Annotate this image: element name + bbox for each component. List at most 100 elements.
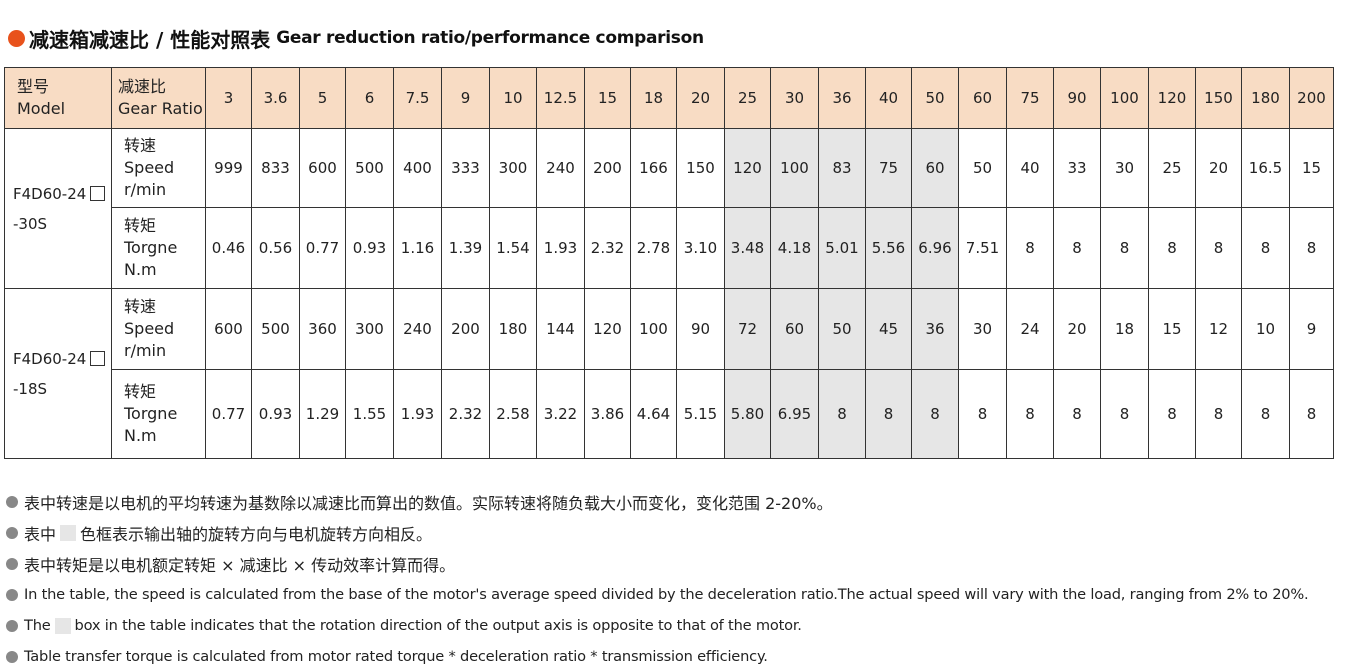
note-3-text: 表中转矩是以电机额定转矩 × 减速比 × 传动效率计算而得。 xyxy=(24,555,456,575)
note-4: In the table, the speed is calculated fr… xyxy=(6,579,1309,610)
value-cell: 8 xyxy=(1241,207,1290,289)
value-cell: 12 xyxy=(1195,288,1242,370)
value-cell: 45 xyxy=(865,288,912,370)
notes: 表中转速是以电机的平均转速为基数除以减速比而算出的数值。实际转速将随负载大小而变… xyxy=(6,486,1309,672)
value-cell: 90 xyxy=(676,288,725,370)
value-cell: 83 xyxy=(818,128,866,208)
value-cell: 8 xyxy=(1241,369,1290,459)
value-cell: 18 xyxy=(1100,288,1149,370)
value-cell: 100 xyxy=(770,128,819,208)
header-gear-ratio: 减速比 Gear Ratio xyxy=(111,67,206,129)
model-name: F4D60-24 xyxy=(13,184,87,203)
value-cell: 20 xyxy=(1053,288,1101,370)
value-cell: 75 xyxy=(865,128,912,208)
value-cell: 2.78 xyxy=(630,207,677,289)
value-cell: 120 xyxy=(724,128,771,208)
value-cell: 400 xyxy=(393,128,442,208)
value-cell: 33 xyxy=(1053,128,1101,208)
value-cell: 500 xyxy=(345,128,394,208)
checkbox-square-icon xyxy=(90,350,106,366)
ratio-header-cell: 100 xyxy=(1100,67,1149,129)
param-zh: 转速 xyxy=(124,136,157,155)
value-cell: 1.39 xyxy=(441,207,490,289)
value-cell: 4.18 xyxy=(770,207,819,289)
ratio-header-cell: 200 xyxy=(1289,67,1334,129)
note-5: The box in the table indicates that the … xyxy=(6,610,1308,641)
note-2-text-b: 色框表示输出轴的旋转方向与电机旋转方向相反。 xyxy=(80,524,433,544)
value-cell: 15 xyxy=(1289,128,1334,208)
value-cell: 36 xyxy=(911,288,959,370)
value-cell: 8 xyxy=(1148,207,1196,289)
note-5-text-b: box in the table indicates that the rota… xyxy=(74,617,802,634)
model-suffix: -18S xyxy=(13,379,48,398)
value-cell: 8 xyxy=(1053,369,1101,459)
ratio-header-cell: 18 xyxy=(630,67,677,129)
header-ratio-en: Gear Ratio xyxy=(118,99,203,118)
header-model-en: Model xyxy=(17,99,66,118)
value-cell: 200 xyxy=(584,128,631,208)
header-model: 型号 Model xyxy=(4,67,112,129)
value-cell: 600 xyxy=(299,128,346,208)
param-cell: 转矩 Torgne N.m xyxy=(111,369,206,459)
ratio-header-cell: 25 xyxy=(724,67,771,129)
param-unit: r/min xyxy=(124,180,167,199)
ratio-header-cell: 30 xyxy=(770,67,819,129)
bullet-icon xyxy=(6,588,18,601)
param-cell: 转速 Speed r/min xyxy=(111,128,206,208)
value-cell: 20 xyxy=(1195,128,1242,208)
ratio-header-cell: 15 xyxy=(584,67,631,129)
gear-ratio-table: 型号 Model 减速比 Gear Ratio 3 3.6 5 6 7.5 9 10 12.5 15 18… xyxy=(4,67,1334,459)
value-cell: 8 xyxy=(1100,369,1149,459)
value-cell: 6.95 xyxy=(770,369,819,459)
model-suffix: -30S xyxy=(13,214,48,233)
value-cell: 24 xyxy=(1006,288,1054,370)
param-zh: 转速 xyxy=(124,297,157,316)
value-cell: 0.77 xyxy=(205,369,252,459)
value-cell: 15 xyxy=(1148,288,1196,370)
value-cell: 8 xyxy=(911,369,959,459)
value-cell: 8 xyxy=(1148,369,1196,459)
title-english: Gear reduction ratio/performance compari… xyxy=(276,28,704,48)
value-cell: 50 xyxy=(958,128,1007,208)
value-cell: 8 xyxy=(1289,207,1334,289)
note-1-text: 表中转速是以电机的平均转速为基数除以减速比而算出的数值。实际转速将随负载大小而变… xyxy=(24,493,833,513)
value-cell: 1.16 xyxy=(393,207,442,289)
value-cell: 5.80 xyxy=(724,369,771,459)
ratio-header-cell: 40 xyxy=(865,67,912,129)
value-cell: 8 xyxy=(1100,207,1149,289)
param-zh: 转矩 xyxy=(124,216,157,235)
param-en: Speed xyxy=(124,319,175,338)
gray-swatch-icon xyxy=(54,617,71,634)
value-cell: 8 xyxy=(1006,207,1054,289)
ratio-header-cell: 7.5 xyxy=(393,67,442,129)
param-en: Torgne xyxy=(124,238,178,257)
ratio-header-cell: 12.5 xyxy=(536,67,585,129)
value-cell: 3.86 xyxy=(584,369,631,459)
value-cell: 500 xyxy=(251,288,300,370)
ratio-header-cell: 50 xyxy=(911,67,959,129)
value-cell: 2.32 xyxy=(584,207,631,289)
value-cell: 240 xyxy=(393,288,442,370)
value-cell: 120 xyxy=(584,288,631,370)
param-cell: 转速 Speed r/min xyxy=(111,288,206,370)
model-line-1: F4D60-24 xyxy=(13,179,111,209)
value-cell: 150 xyxy=(676,128,725,208)
param-cell: 转矩 Torgne N.m xyxy=(111,207,206,289)
value-cell: 333 xyxy=(441,128,490,208)
value-cell: 200 xyxy=(441,288,490,370)
param-unit: N.m xyxy=(124,260,157,279)
note-6-text: Table transfer torque is calculated from… xyxy=(24,648,768,665)
ratio-header-cell: 150 xyxy=(1195,67,1242,129)
value-cell: 8 xyxy=(818,369,866,459)
value-cell: 16.5 xyxy=(1241,128,1290,208)
ratio-header-cell: 5 xyxy=(299,67,346,129)
table-row: F4D60-24 -30S 转速 Speed r/min 999 833 600 500 400 3… xyxy=(4,128,1334,289)
note-3: 表中转矩是以电机额定转矩 × 减速比 × 传动效率计算而得。 xyxy=(6,548,1308,579)
title-chinese: 减速箱减速比 / 性能对照表 xyxy=(29,27,271,52)
value-cell: 240 xyxy=(536,128,585,208)
ratio-header-cell: 9 xyxy=(441,67,490,129)
value-cell: 300 xyxy=(345,288,394,370)
model-cell: F4D60-24 -30S xyxy=(4,128,112,289)
value-cell: 1.93 xyxy=(536,207,585,289)
bullet-icon xyxy=(6,619,18,632)
